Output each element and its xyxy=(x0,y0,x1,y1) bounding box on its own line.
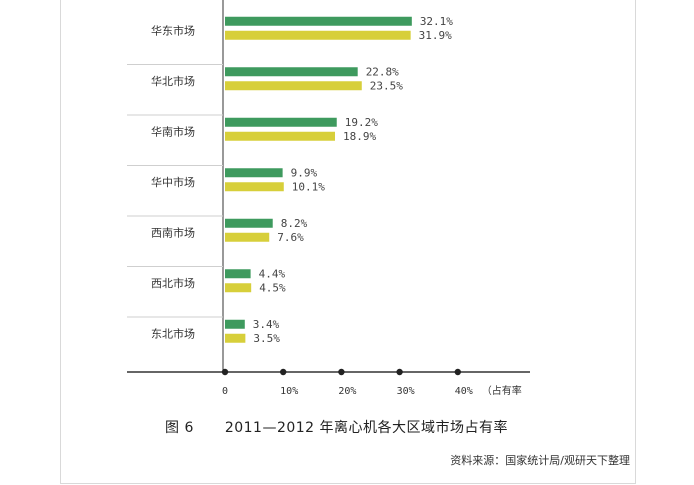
data-label: 23.5% xyxy=(370,79,403,92)
bar xyxy=(225,16,412,26)
x-tick-label: 20% xyxy=(338,386,356,397)
bar xyxy=(225,283,252,293)
data-label: 18.9% xyxy=(343,130,376,143)
x-tick-label: 40% xyxy=(455,386,473,397)
category-label: 东北市场 xyxy=(151,326,195,340)
data-label: 3.5% xyxy=(253,332,280,345)
data-label: 8.2% xyxy=(281,217,308,230)
bar xyxy=(225,333,246,343)
figure-number: 图 6 xyxy=(165,420,194,436)
bar-chart: 华东市场 32.1%31.9% 华北市场 22.8%23.5% 华南市场 19.2%18.… xyxy=(127,0,530,397)
category-label: 西南市场 xyxy=(151,225,195,239)
bar xyxy=(225,67,358,77)
data-label: 4.5% xyxy=(259,281,286,294)
x-tick-marker xyxy=(221,368,229,376)
data-label: 3.4% xyxy=(253,318,280,331)
figure-title: 2011—2012 年离心机各大区域市场占有率 xyxy=(224,420,509,436)
x-tick-marker xyxy=(338,368,345,376)
figure-frame xyxy=(60,0,636,484)
data-label: 9.9% xyxy=(291,166,318,179)
x-axis-title: （占有率 xyxy=(482,384,522,397)
x-tick-label: 10% xyxy=(280,386,298,397)
x-tick-marker xyxy=(454,368,461,376)
bar xyxy=(225,117,337,127)
category-label: 华中市场 xyxy=(151,175,195,189)
bar xyxy=(225,81,362,91)
x-tick-marker xyxy=(396,368,403,376)
bar xyxy=(225,182,284,192)
data-label: 7.6% xyxy=(277,231,304,244)
bar xyxy=(225,168,283,178)
bar xyxy=(225,232,270,242)
x-tick-label: 0 xyxy=(222,386,228,397)
x-tick-marker xyxy=(280,368,287,376)
data-label: 19.2% xyxy=(345,116,378,129)
bar xyxy=(225,269,251,279)
data-label: 10.1% xyxy=(292,180,325,193)
figure-caption: 图 6 2011—2012 年离心机各大区域市场占有率 xyxy=(165,417,645,437)
bar xyxy=(225,218,273,228)
data-label: 32.1% xyxy=(420,15,453,28)
x-tick-label: 30% xyxy=(397,386,415,397)
data-label: 4.4% xyxy=(259,267,286,280)
category-label: 华南市场 xyxy=(151,124,195,138)
data-label: 31.9% xyxy=(419,29,452,42)
source-note: 资料来源：国家统计局/观研天下整理 xyxy=(450,454,630,467)
data-label: 22.8% xyxy=(366,65,399,78)
bar xyxy=(225,131,335,141)
bar xyxy=(225,319,245,329)
category-label: 华东市场 xyxy=(151,23,195,37)
category-label: 华北市场 xyxy=(151,74,195,88)
bar xyxy=(225,30,411,40)
category-label: 西北市场 xyxy=(151,276,195,290)
